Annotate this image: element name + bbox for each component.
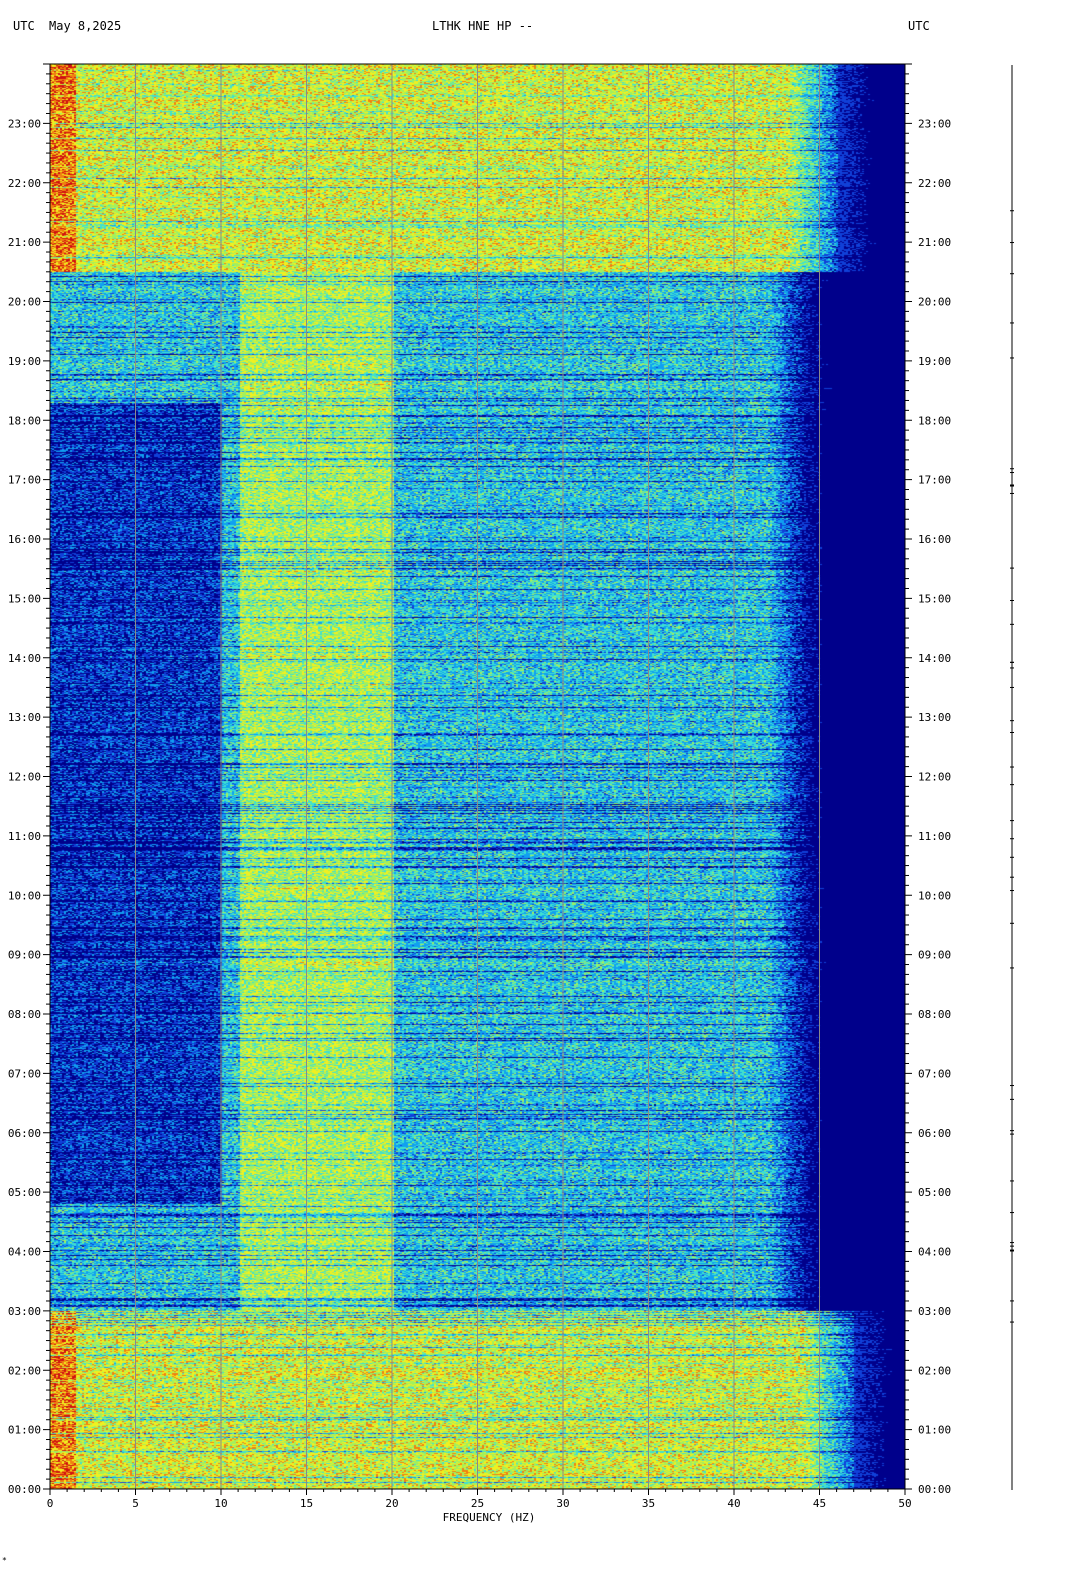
- y-tick-label-left: 01:00: [8, 1424, 41, 1437]
- y-tick-label-left: 17:00: [8, 474, 41, 487]
- y-tick-label-right: 19:00: [918, 355, 951, 368]
- y-tick-label-right: 00:00: [918, 1483, 951, 1496]
- y-tick-label-right: 07:00: [918, 1067, 951, 1080]
- date-label: May 8,2025: [49, 19, 122, 33]
- y-tick-label-right: 11:00: [918, 830, 951, 843]
- station-label: LTHK HNE HP --: [432, 19, 534, 33]
- utc-label-left: UTC: [13, 19, 35, 33]
- y-tick-label-left: 22:00: [8, 177, 41, 190]
- y-tick-label-left: 23:00: [8, 117, 41, 130]
- y-tick-label-right: 09:00: [918, 949, 951, 962]
- y-tick-label-right: 12:00: [918, 771, 951, 784]
- x-tick-label: 50: [898, 1497, 911, 1510]
- y-tick-label-left: 11:00: [8, 830, 41, 843]
- y-tick-label-left: 06:00: [8, 1127, 41, 1140]
- y-tick-label-right: 23:00: [918, 117, 951, 130]
- y-tick-label-right: 18:00: [918, 414, 951, 427]
- y-tick-label-left: 10:00: [8, 889, 41, 902]
- y-tick-label-right: 06:00: [918, 1127, 951, 1140]
- y-tick-label-right: 20:00: [918, 296, 951, 309]
- y-tick-label-left: 00:00: [8, 1483, 41, 1496]
- y-tick-label-left: 20:00: [8, 296, 41, 309]
- utc-label-right: UTC: [908, 19, 930, 33]
- x-tick-label: 30: [556, 1497, 569, 1510]
- y-tick-label-right: 16:00: [918, 533, 951, 546]
- y-tick-label-right: 08:00: [918, 1008, 951, 1021]
- x-tick-label: 15: [300, 1497, 313, 1510]
- x-tick-label: 45: [813, 1497, 826, 1510]
- frequency-gridlines: [135, 64, 820, 1489]
- corner-mark: *: [2, 1556, 7, 1565]
- x-tick-label: 10: [214, 1497, 227, 1510]
- y-tick-label-left: 03:00: [8, 1305, 41, 1318]
- y-tick-label-right: 15:00: [918, 592, 951, 605]
- y-tick-label-right: 01:00: [918, 1424, 951, 1437]
- y-tick-label-left: 05:00: [8, 1186, 41, 1199]
- x-tick-label: 35: [642, 1497, 655, 1510]
- x-tick-label: 40: [727, 1497, 740, 1510]
- y-tick-label-left: 19:00: [8, 355, 41, 368]
- y-tick-label-left: 18:00: [8, 414, 41, 427]
- y-tick-label-right: 10:00: [918, 889, 951, 902]
- y-tick-label-left: 07:00: [8, 1067, 41, 1080]
- axes: 0 5 10 15 20 25 30 35 40 45 50 00:00 00:00 01:00 01:00…: [8, 63, 951, 1510]
- y-tick-label-right: 02:00: [918, 1364, 951, 1377]
- x-tick-label: 25: [471, 1497, 484, 1510]
- y-tick-label-right: 22:00: [918, 177, 951, 190]
- y-tick-label-left: 13:00: [8, 711, 41, 724]
- y-tick-label-left: 08:00: [8, 1008, 41, 1021]
- y-tick-label-left: 12:00: [8, 771, 41, 784]
- x-tick-label: 5: [132, 1497, 139, 1510]
- y-tick-label-left: 04:00: [8, 1246, 41, 1259]
- x-tick-label: 20: [385, 1497, 398, 1510]
- y-tick-label-right: 04:00: [918, 1246, 951, 1259]
- y-tick-label-right: 21:00: [918, 236, 951, 249]
- y-tick-label-right: 17:00: [918, 474, 951, 487]
- y-tick-label-right: 13:00: [918, 711, 951, 724]
- x-tick-label: 0: [47, 1497, 54, 1510]
- y-tick-label-left: 15:00: [8, 592, 41, 605]
- y-tick-label-right: 03:00: [918, 1305, 951, 1318]
- y-tick-label-left: 14:00: [8, 652, 41, 665]
- y-tick-label-left: 09:00: [8, 949, 41, 962]
- y-tick-label-right: 14:00: [918, 652, 951, 665]
- y-tick-label-left: 02:00: [8, 1364, 41, 1377]
- y-tick-label-right: 05:00: [918, 1186, 951, 1199]
- y-tick-label-left: 16:00: [8, 533, 41, 546]
- y-tick-label-left: 21:00: [8, 236, 41, 249]
- x-axis-label: FREQUENCY (HZ): [443, 1511, 536, 1524]
